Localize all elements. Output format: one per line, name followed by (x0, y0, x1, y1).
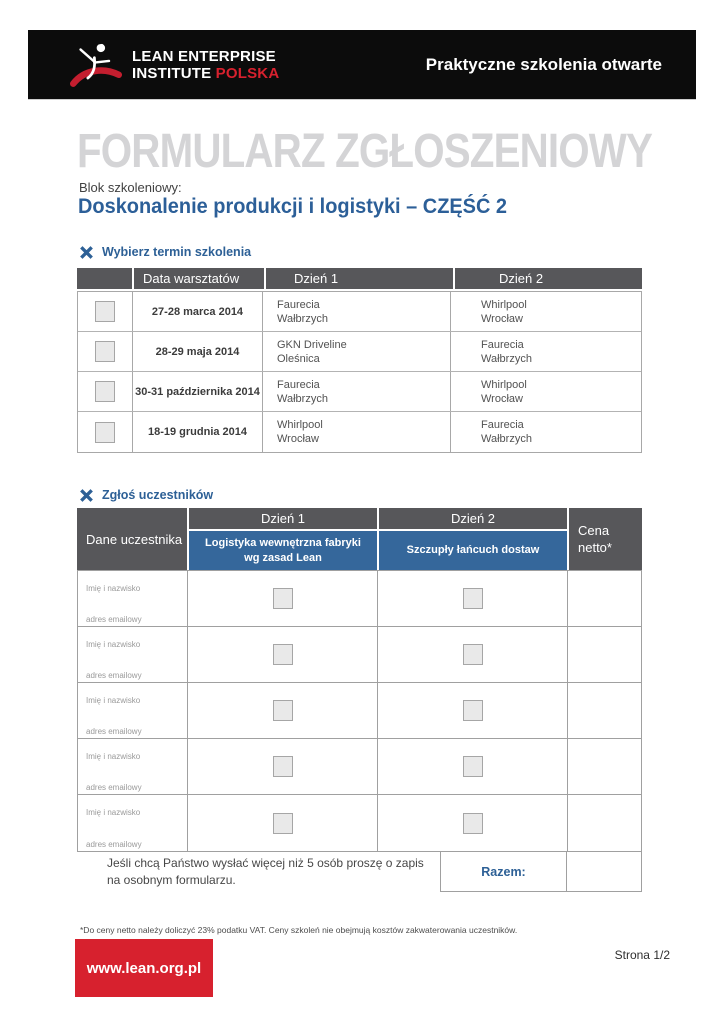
day1-checkbox[interactable] (272, 756, 293, 777)
website-link[interactable]: www.lean.org.pl (75, 939, 213, 997)
participants-header-day1: Dzień 1 (189, 508, 377, 529)
terms-table-header: Data warsztatów Dzień 1 Dzień 2 (77, 268, 642, 289)
term-row: 30-31 października 2014 Faurecia Wałbrzy… (78, 372, 641, 412)
participants-table-footer: Jeśli chcą Państwo wysłać więcej niż 5 o… (77, 852, 642, 892)
participant-name-email-field[interactable]: Imię i nazwisko adres emailowy (78, 739, 188, 794)
day2-checkbox[interactable] (462, 812, 483, 834)
email-label: adres emailowy (86, 615, 142, 624)
participant-name-email-field[interactable]: Imię i nazwisko adres emailowy (78, 795, 188, 851)
price-field[interactable] (568, 739, 641, 794)
term-date: 18-19 grudnia 2014 (133, 412, 263, 452)
section-choose-term-label: Wybierz termin szkolenia (102, 245, 252, 259)
term-date: 28-29 maja 2014 (133, 332, 263, 371)
name-label: Imię i nazwisko (86, 584, 141, 593)
day1-checkbox[interactable] (272, 812, 293, 834)
participants-header-day2: Dzień 2 (379, 508, 567, 529)
term-day2-location: Whirlpool Wrocław (481, 378, 527, 405)
participants-header-price: Cena netto* (569, 508, 642, 570)
participants-table-body: Imię i nazwisko adres emailowy Imię i na… (77, 570, 642, 852)
name-label: Imię i nazwisko (86, 640, 141, 649)
term-day1-location: Whirlpool Wrocław (263, 412, 451, 452)
participant-row: Imię i nazwisko adres emailowy (78, 683, 641, 739)
day1-checkbox[interactable] (272, 700, 293, 721)
terms-header-checkbox-col (77, 268, 132, 289)
participant-name-email-field[interactable]: Imię i nazwisko adres emailowy (78, 683, 188, 738)
participants-day2-course: Szczupły łańcuch dostaw (379, 531, 567, 570)
email-label: adres emailowy (86, 671, 142, 680)
section-register-participants-label: Zgłoś uczestników (102, 488, 214, 502)
price-field[interactable] (568, 627, 641, 682)
header-bar: LEAN ENTERPRISE INSTITUTE POLSKA Praktyc… (28, 30, 696, 100)
term-day2-location: Faurecia Wałbrzych (481, 419, 532, 445)
logo-text: LEAN ENTERPRISE INSTITUTE POLSKA (132, 48, 279, 82)
participant-row: Imię i nazwisko adres emailowy (78, 627, 641, 683)
logo-line2: INSTITUTE POLSKA (132, 64, 280, 82)
logo-polska: POLSKA (215, 64, 280, 82)
name-label: Imię i nazwisko (86, 752, 141, 761)
price-field[interactable] (568, 795, 641, 851)
participant-name-email-field[interactable]: Imię i nazwisko adres emailowy (78, 627, 188, 682)
page-title: FORMULARZ ZGŁOSZENIOWY (77, 125, 653, 178)
terms-header-day2: Dzień 2 (455, 268, 642, 289)
section-register-participants: Zgłoś uczestników (80, 488, 213, 502)
day1-checkbox[interactable] (272, 644, 293, 665)
term-row: 18-19 grudnia 2014 Whirlpool Wrocław Fau… (78, 412, 641, 452)
term-checkbox[interactable] (95, 381, 115, 402)
price-field[interactable] (568, 683, 641, 738)
name-label: Imię i nazwisko (86, 808, 141, 817)
participants-table-header: Dane uczestnika Dzień 1 Logistyka wewnęt… (77, 508, 642, 570)
participant-row: Imię i nazwisko adres emailowy (78, 795, 641, 851)
term-checkbox[interactable] (95, 421, 115, 443)
email-label: adres emailowy (86, 783, 142, 792)
block-label: Blok szkoleniowy: (79, 180, 182, 195)
extra-participants-note: Jeśli chcą Państwo wysłać więcej niż 5 o… (107, 856, 424, 887)
training-block-name: Doskonalenie produkcji i logistyki – CZĘ… (78, 195, 508, 218)
total-value-field[interactable] (567, 852, 642, 892)
page-number: Strona 1/2 (614, 948, 670, 962)
logo-line1: LEAN ENTERPRISE (132, 47, 276, 65)
lei-logo: LEAN ENTERPRISE INSTITUTE POLSKA (70, 39, 279, 91)
day2-checkbox[interactable] (462, 644, 483, 665)
day1-checkbox[interactable] (272, 588, 293, 609)
x-bullet-icon (80, 245, 93, 259)
term-day1-location: Faurecia Wałbrzych (263, 372, 451, 411)
participant-row: Imię i nazwisko adres emailowy (78, 571, 641, 627)
participant-name-email-field[interactable]: Imię i nazwisko adres emailowy (78, 571, 188, 626)
email-label: adres emailowy (86, 840, 142, 849)
term-date: 27-28 marca 2014 (133, 292, 263, 331)
participants-table: Dane uczestnika Dzień 1 Logistyka wewnęt… (77, 508, 642, 892)
terms-header-day1: Dzień 1 (266, 268, 453, 289)
day2-checkbox[interactable] (462, 700, 483, 721)
term-day2-location: Faurecia Wałbrzych (481, 338, 532, 365)
price-field[interactable] (568, 571, 641, 626)
section-choose-term: Wybierz termin szkolenia (80, 245, 251, 259)
lei-figure-icon (70, 40, 122, 87)
term-checkbox[interactable] (95, 301, 115, 322)
term-row: 28-29 maja 2014 GKN Driveline Oleśnica F… (78, 332, 641, 372)
term-day2-location: Whirlpool Wrocław (481, 298, 527, 325)
x-bullet-icon (80, 488, 93, 502)
participant-row: Imię i nazwisko adres emailowy (78, 739, 641, 795)
terms-header-date: Data warsztatów (134, 268, 264, 289)
day2-checkbox[interactable] (462, 756, 483, 777)
name-label: Imię i nazwisko (86, 696, 141, 705)
participants-day1-course: Logistyka wewnętrzna fabryki wg zasad Le… (189, 531, 377, 570)
total-label: Razem: (440, 852, 567, 892)
term-day1-location: Faurecia Wałbrzych (263, 292, 451, 331)
day2-checkbox[interactable] (462, 588, 483, 609)
term-date: 30-31 października 2014 (133, 372, 263, 411)
email-label: adres emailowy (86, 727, 142, 736)
terms-table-body: 27-28 marca 2014 Faurecia Wałbrzych Whir… (77, 291, 642, 453)
vat-footnote: *Do ceny netto należy doliczyć 23% podat… (80, 925, 518, 935)
participants-header-data: Dane uczestnika (77, 508, 187, 570)
terms-table: Data warsztatów Dzień 1 Dzień 2 27-28 ma… (77, 268, 642, 453)
term-checkbox[interactable] (95, 341, 115, 362)
term-row: 27-28 marca 2014 Faurecia Wałbrzych Whir… (78, 292, 641, 332)
term-day1-location: GKN Driveline Oleśnica (263, 332, 451, 371)
header-tagline: Praktyczne szkolenia otwarte (425, 54, 662, 74)
